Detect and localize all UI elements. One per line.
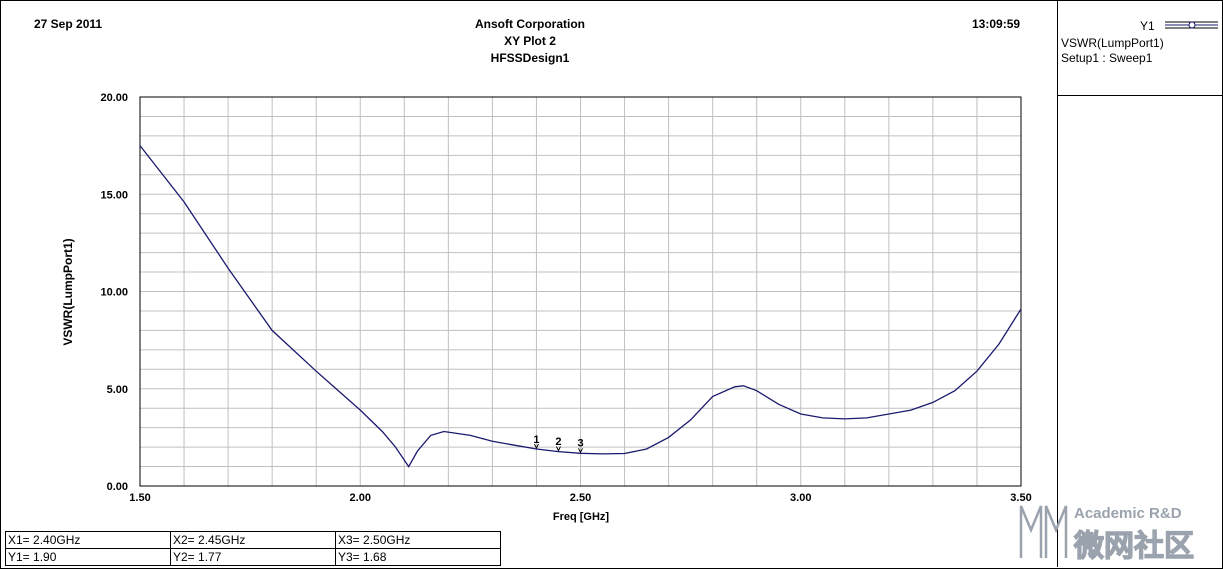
marker-label-2[interactable]: 2 (555, 436, 561, 448)
legend-divider (1057, 0, 1058, 567)
marker-2-x: X2= 2.45GHz (170, 531, 336, 549)
legend-bottom-divider (1058, 95, 1222, 96)
marker-label-1[interactable]: 1 (533, 434, 539, 446)
y-tick-label: 0.00 (107, 481, 128, 493)
markers-table: X1= 2.40GHz X2= 2.45GHz X3= 2.50GHz Y1= … (5, 531, 501, 566)
marker-1-y: Y1= 1.90 (5, 548, 171, 566)
x-tick-labels: 1.50 2.00 2.50 3.00 3.50 (129, 492, 1031, 504)
marker-1-x: X1= 2.40GHz (5, 531, 171, 549)
legend-swatch-icon (1165, 21, 1218, 29)
marker-label-3[interactable]: 3 (577, 437, 583, 449)
x-tick-label: 2.00 (350, 492, 371, 504)
y-tick-label: 20.00 (100, 92, 128, 104)
plot-area (139, 96, 1022, 487)
chart-grid (140, 97, 1021, 486)
marker-triangle-icon[interactable] (534, 443, 539, 450)
legend-trace-id[interactable]: Y1 (1140, 19, 1155, 33)
x-tick-label: 2.50 (570, 492, 591, 504)
y-tick-label: 15.00 (100, 189, 128, 201)
legend-setup: Setup1 : Sweep1 (1061, 51, 1153, 65)
markers-x-row: X1= 2.40GHz X2= 2.45GHz X3= 2.50GHz (5, 531, 501, 549)
design-title: HFSSDesign1 (490, 51, 570, 65)
marker-triangle-icon[interactable] (578, 448, 583, 454)
marker-triangle-icon[interactable] (556, 446, 561, 452)
y-tick-labels: 0.00 5.00 10.00 15.00 20.00 (100, 92, 128, 493)
marker-2-y: Y2= 1.77 (170, 548, 336, 566)
y-axis-label: VSWR(LumpPort1) (61, 238, 75, 345)
plot-time: 13:09:59 (972, 17, 1021, 31)
vswr-series-line (139, 145, 1022, 468)
watermark-logo-icon: Academic R&D 微网社区 (1019, 505, 1195, 562)
markers-y-row: Y1= 1.90 Y2= 1.77 Y3= 1.68 (5, 548, 501, 566)
watermark-text-2: 微网社区 (1073, 529, 1194, 562)
marker-3-x: X3= 2.50GHz (335, 531, 501, 549)
legend-trace-name[interactable]: VSWR(LumpPort1) (1061, 36, 1164, 50)
x-tick-label: 3.00 (790, 492, 811, 504)
marker-3-y: Y3= 1.68 (335, 548, 501, 566)
x-tick-label: 1.50 (129, 492, 150, 504)
x-axis-label: Freq [GHz] (553, 511, 610, 523)
watermark-text-1: Academic R&D (1074, 505, 1182, 522)
watermark-logo: Academic R&D 微网社区 (1018, 500, 1218, 562)
y-tick-label: 5.00 (107, 384, 128, 396)
company-title: Ansoft Corporation (475, 17, 585, 31)
marker-group: 1 2 3 (533, 434, 584, 454)
plot-date: 27 Sep 2011 (34, 17, 103, 31)
x-tick-label: 3.50 (1010, 492, 1031, 504)
y-tick-label: 10.00 (100, 287, 128, 299)
plot-title: XY Plot 2 (504, 34, 556, 48)
